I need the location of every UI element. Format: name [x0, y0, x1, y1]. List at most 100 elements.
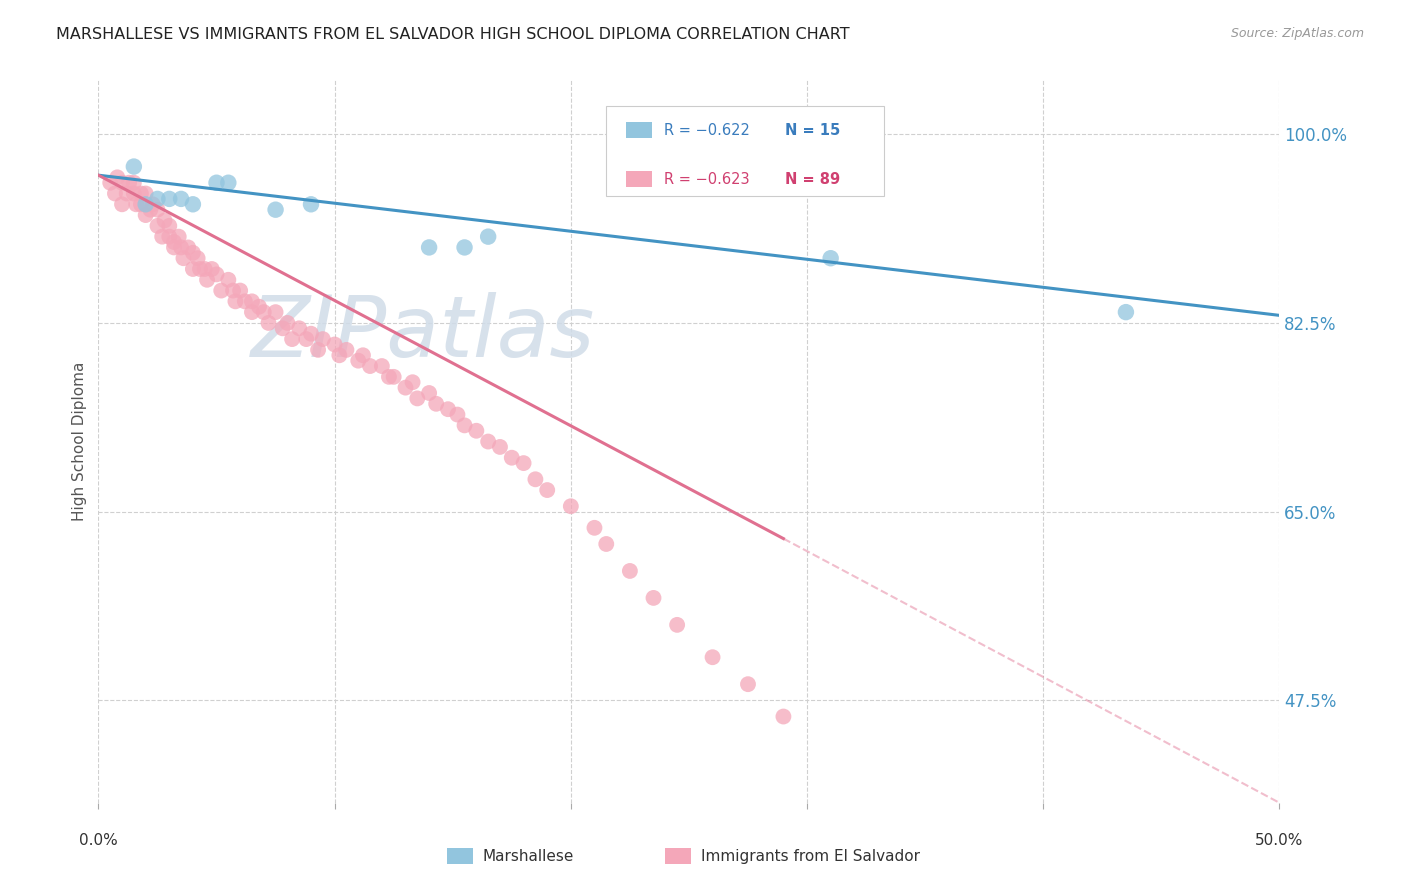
Point — [359, 359, 381, 373]
Point — [595, 537, 617, 551]
Point — [425, 397, 447, 411]
Point — [328, 348, 350, 362]
Point — [111, 197, 134, 211]
Text: 0.0%: 0.0% — [79, 833, 118, 848]
Point — [307, 343, 329, 357]
Point — [418, 386, 440, 401]
Point — [129, 186, 152, 201]
Point — [583, 521, 606, 535]
Point — [188, 262, 211, 277]
Point — [195, 273, 218, 287]
Point — [489, 440, 512, 454]
Point — [135, 186, 157, 201]
Point — [299, 197, 322, 211]
Point — [437, 402, 460, 417]
Point — [240, 305, 263, 319]
Point — [477, 229, 499, 244]
Point — [181, 262, 204, 277]
Point — [146, 219, 169, 233]
Point — [253, 305, 276, 319]
Point — [157, 192, 180, 206]
Point — [512, 456, 534, 470]
Point — [209, 284, 232, 298]
Point — [299, 326, 322, 341]
Point — [177, 240, 200, 254]
Point — [264, 202, 287, 217]
Text: MARSHALLESE VS IMMIGRANTS FROM EL SALVADOR HIGH SCHOOL DIPLOMA CORRELATION CHART: MARSHALLESE VS IMMIGRANTS FROM EL SALVAD… — [56, 27, 849, 42]
Point — [125, 197, 148, 211]
Point — [122, 186, 145, 201]
Point — [737, 677, 759, 691]
Bar — [665, 848, 692, 864]
Point — [295, 332, 318, 346]
Point — [401, 376, 423, 390]
Point — [217, 176, 239, 190]
Point — [288, 321, 311, 335]
Point — [122, 176, 145, 190]
Point — [229, 284, 252, 298]
Point — [187, 251, 209, 265]
Point — [217, 273, 239, 287]
Text: Marshallese: Marshallese — [482, 849, 574, 863]
Point — [181, 197, 204, 211]
Point — [820, 251, 842, 265]
Point — [122, 160, 145, 174]
Bar — [447, 848, 472, 864]
Point — [233, 294, 256, 309]
Point — [150, 229, 173, 244]
Text: R = −0.622: R = −0.622 — [664, 122, 749, 137]
Y-axis label: High School Diploma: High School Diploma — [72, 362, 87, 521]
Point — [453, 240, 475, 254]
Text: Immigrants from El Salvador: Immigrants from El Salvador — [700, 849, 920, 863]
Point — [157, 219, 180, 233]
Point — [135, 208, 157, 222]
Text: N = 89: N = 89 — [785, 171, 839, 186]
Point — [666, 618, 689, 632]
Point — [240, 294, 263, 309]
Point — [371, 359, 394, 373]
FancyBboxPatch shape — [606, 105, 884, 196]
Point — [264, 305, 287, 319]
Point — [172, 251, 194, 265]
Point — [205, 176, 228, 190]
Text: R = −0.623: R = −0.623 — [664, 171, 749, 186]
Point — [163, 235, 186, 249]
Point — [129, 197, 152, 211]
Point — [394, 381, 416, 395]
Point — [271, 321, 294, 335]
Point — [702, 650, 724, 665]
Point — [643, 591, 665, 605]
Point — [170, 192, 193, 206]
Point — [170, 240, 193, 254]
Point — [118, 176, 141, 190]
Point — [135, 197, 157, 211]
Point — [247, 300, 270, 314]
Point — [181, 245, 204, 260]
Point — [347, 353, 370, 368]
Point — [153, 213, 176, 227]
Bar — [626, 122, 652, 138]
Point — [98, 176, 121, 190]
Point — [524, 472, 547, 486]
Point — [201, 262, 224, 277]
Point — [115, 186, 138, 201]
Text: ZIPatlas: ZIPatlas — [252, 292, 595, 375]
Point — [205, 268, 228, 282]
Point — [142, 197, 165, 211]
Point — [418, 240, 440, 254]
Point — [163, 240, 186, 254]
Point — [222, 284, 245, 298]
Point — [312, 332, 335, 346]
Point — [382, 369, 405, 384]
Point — [257, 316, 280, 330]
Point — [406, 392, 429, 406]
Bar — [626, 171, 652, 187]
Point — [465, 424, 488, 438]
Point — [224, 294, 246, 309]
Point — [477, 434, 499, 449]
Point — [139, 202, 162, 217]
Point — [560, 500, 582, 514]
Text: Source: ZipAtlas.com: Source: ZipAtlas.com — [1230, 27, 1364, 40]
Point — [352, 348, 374, 362]
Point — [1115, 305, 1137, 319]
